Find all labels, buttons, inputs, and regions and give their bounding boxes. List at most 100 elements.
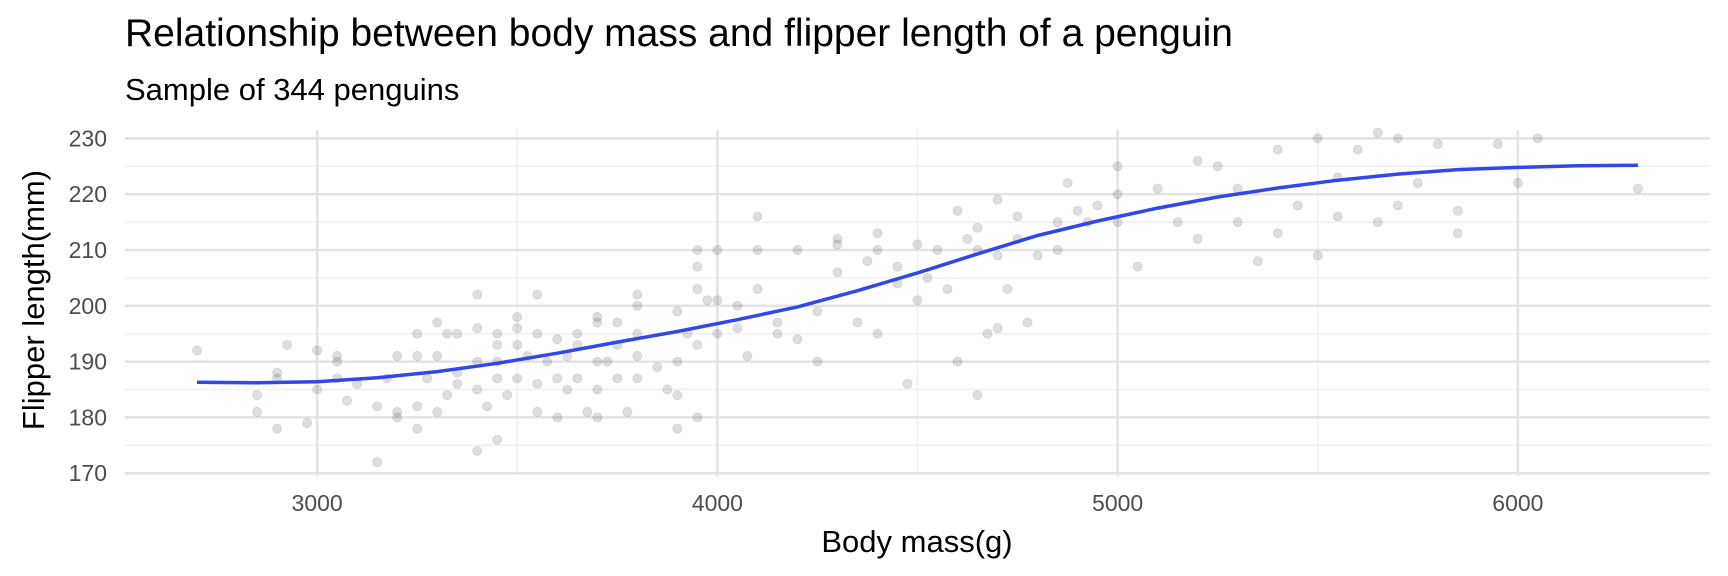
data-point [482,401,493,412]
data-point [652,362,663,373]
data-point [332,356,343,367]
data-point [672,423,683,434]
data-point [772,328,783,339]
data-point [592,356,603,367]
x-tick-label: 4000 [692,490,743,516]
y-tick-label: 170 [69,460,107,486]
data-point [632,289,643,300]
data-point [372,401,383,412]
major-gridlines [125,130,1710,476]
data-point [452,328,463,339]
data-point [1192,155,1203,166]
data-point [432,351,443,362]
data-point [332,351,343,362]
data-point [1392,200,1403,211]
data-point [532,328,543,339]
data-point [692,261,703,272]
data-point [472,323,483,334]
data-point [1192,233,1203,244]
data-point [472,445,483,456]
data-point [792,334,803,345]
data-point [912,239,923,250]
data-point [1132,261,1143,272]
y-tick-label: 190 [69,349,107,375]
data-point [552,373,563,384]
data-point [532,378,543,389]
data-point [922,272,933,283]
data-point [632,373,643,384]
data-point [412,423,423,434]
data-point [992,250,1003,261]
data-point [812,356,823,367]
data-point [992,194,1003,205]
data-point [752,211,763,222]
data-point [1152,183,1163,194]
data-point [952,356,963,367]
data-point [1022,317,1033,328]
data-point [472,384,483,395]
y-tick-label: 210 [69,237,107,263]
y-tick-label: 230 [69,125,107,151]
data-point [412,328,423,339]
data-point [1452,228,1463,239]
data-point [592,384,603,395]
data-point [1452,205,1463,216]
data-point [422,373,433,384]
data-point [392,351,403,362]
data-point [1372,217,1383,228]
data-point [852,317,863,328]
data-point [252,390,263,401]
data-point [282,339,293,350]
data-point [492,373,503,384]
x-tick-label: 6000 [1492,490,1543,516]
data-point [1532,133,1543,144]
data-point [942,284,953,295]
data-point [872,244,883,255]
data-point [1212,161,1223,172]
data-point [832,239,843,250]
data-point [442,328,453,339]
data-point [972,390,983,401]
data-point [302,417,313,428]
data-point [1492,138,1503,149]
x-axis-title: Body mass(g) [821,524,1012,559]
data-point [562,384,573,395]
data-point [372,457,383,468]
data-point [982,328,993,339]
data-point [692,284,703,295]
data-point [592,317,603,328]
data-point [792,244,803,255]
data-point [692,244,703,255]
data-point [892,261,903,272]
data-point [672,390,683,401]
data-point [992,323,1003,334]
data-point [252,406,263,417]
data-point [442,390,453,401]
data-point [542,356,553,367]
data-point [452,378,463,389]
data-point [512,339,523,350]
data-point [632,351,643,362]
smooth-trend-line [196,163,1639,385]
data-point [412,351,423,362]
data-point [272,423,283,434]
chart-title: Relationship between body mass and flipp… [125,12,1233,55]
data-point [812,306,823,317]
data-point [612,317,623,328]
data-point [552,334,563,345]
data-point [1392,133,1403,144]
data-point [832,267,843,278]
data-point [512,323,523,334]
data-point [632,300,643,311]
data-point [312,345,323,356]
data-point [1112,189,1123,200]
data-point [1072,205,1083,216]
data-point [552,412,563,423]
data-point [702,295,713,306]
y-axis-ticks: 170 180 190 200 210 220 230 [69,125,107,486]
x-tick-label: 3000 [292,490,343,516]
data-point [872,328,883,339]
data-point [862,256,873,267]
data-point [752,244,763,255]
data-point [752,284,763,295]
